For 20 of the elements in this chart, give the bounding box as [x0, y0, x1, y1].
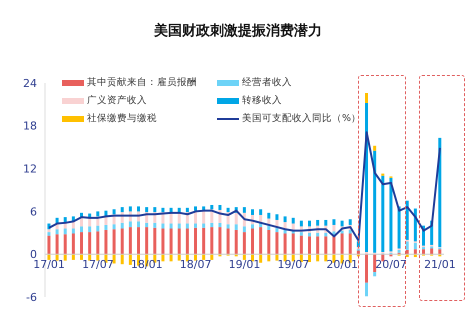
x-tick-label: 19/07	[278, 258, 310, 271]
y-tick-label: 12	[23, 162, 37, 176]
y-tick-label: 24	[23, 76, 37, 90]
x-tick-label: 19/01	[228, 258, 260, 271]
x-tick-label: 18/07	[180, 258, 212, 271]
x-tick-label: 21/01	[424, 258, 456, 271]
y-tick-label: 18	[23, 120, 37, 133]
y-tick-label: -6	[26, 290, 37, 304]
x-tick-label: 20/01	[326, 258, 358, 271]
legend-label: 社保缴费与缴税	[86, 112, 158, 125]
x-tick-label: 17/07	[82, 258, 114, 271]
y-tick-label: 6	[30, 205, 37, 218]
legend-label: 经营者收入	[241, 76, 293, 89]
legend-label: 美国可支配收入同比（%）	[241, 112, 362, 125]
x-tick-label: 20/07	[375, 258, 407, 271]
legend-label: 转移收入	[241, 94, 283, 107]
legend-label: 广义资产收入	[86, 94, 148, 107]
legend-label: 其中贡献来自：雇员报酬	[86, 76, 198, 89]
chart-title: 美国财政刺激提振消费潜力	[152, 22, 323, 40]
x-tick-label: 18/01	[130, 258, 163, 271]
